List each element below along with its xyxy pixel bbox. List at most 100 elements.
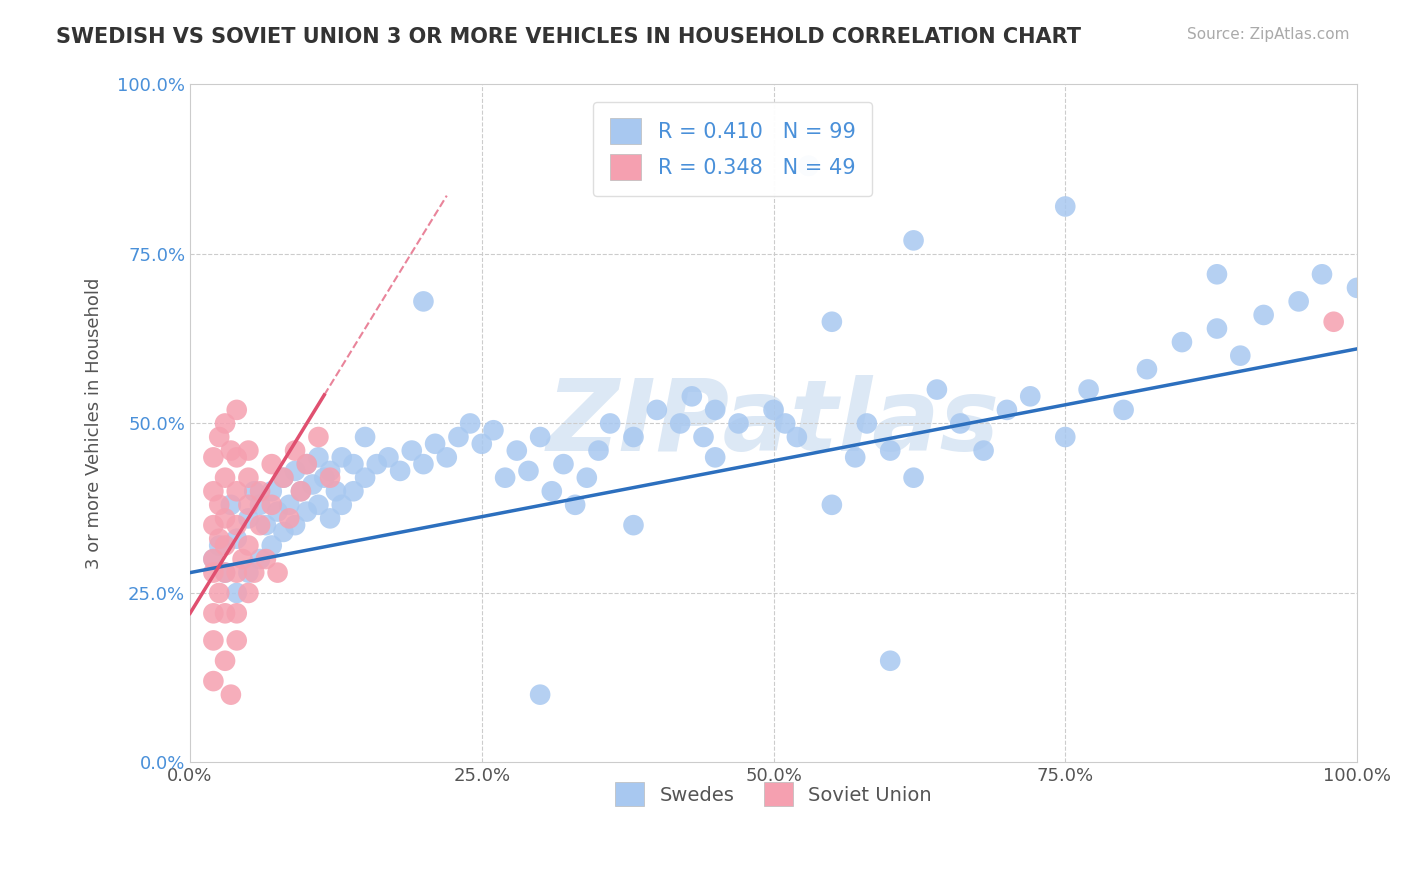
Point	[588, 443, 610, 458]
Point	[762, 403, 785, 417]
Point	[238, 566, 260, 580]
Point	[423, 437, 446, 451]
Point	[202, 566, 225, 580]
Point	[301, 477, 323, 491]
Point	[249, 484, 271, 499]
Point	[254, 518, 277, 533]
Point	[249, 518, 271, 533]
Point	[879, 654, 901, 668]
Point	[225, 532, 247, 546]
Point	[458, 417, 481, 431]
Point	[1323, 315, 1346, 329]
Point	[225, 566, 247, 580]
Point	[260, 498, 283, 512]
Point	[692, 430, 714, 444]
Point	[447, 430, 470, 444]
Legend: Swedes, Soviet Union: Swedes, Soviet Union	[607, 774, 939, 814]
Point	[214, 566, 236, 580]
Point	[208, 430, 231, 444]
Point	[786, 430, 808, 444]
Point	[202, 484, 225, 499]
Point	[273, 524, 295, 539]
Point	[214, 566, 236, 580]
Point	[389, 464, 412, 478]
Point	[412, 294, 434, 309]
Point	[821, 315, 844, 329]
Point	[295, 457, 318, 471]
Point	[821, 498, 844, 512]
Point	[238, 539, 260, 553]
Point	[517, 464, 540, 478]
Point	[856, 417, 879, 431]
Point	[266, 566, 288, 580]
Point	[284, 443, 307, 458]
Point	[278, 498, 301, 512]
Point	[529, 688, 551, 702]
Point	[1346, 281, 1368, 295]
Point	[366, 457, 388, 471]
Point	[314, 471, 336, 485]
Point	[1136, 362, 1159, 376]
Point	[238, 586, 260, 600]
Point	[436, 450, 458, 465]
Point	[903, 471, 925, 485]
Point	[401, 443, 423, 458]
Point	[202, 552, 225, 566]
Point	[599, 417, 621, 431]
Text: ZIPatlas: ZIPatlas	[547, 375, 1000, 472]
Point	[325, 484, 347, 499]
Point	[903, 233, 925, 247]
Text: SWEDISH VS SOVIET UNION 3 OR MORE VEHICLES IN HOUSEHOLD CORRELATION CHART: SWEDISH VS SOVIET UNION 3 OR MORE VEHICL…	[56, 27, 1081, 46]
Point	[278, 511, 301, 525]
Point	[214, 417, 236, 431]
Point	[319, 464, 342, 478]
Point	[1229, 349, 1251, 363]
Point	[354, 471, 377, 485]
Point	[243, 484, 266, 499]
Point	[704, 450, 727, 465]
Point	[249, 498, 271, 512]
Point	[290, 484, 312, 499]
Point	[1206, 267, 1229, 281]
Point	[645, 403, 668, 417]
Point	[553, 457, 575, 471]
Point	[208, 532, 231, 546]
Point	[319, 471, 342, 485]
Point	[238, 511, 260, 525]
Point	[225, 518, 247, 533]
Point	[623, 518, 645, 533]
Point	[254, 552, 277, 566]
Text: Source: ZipAtlas.com: Source: ZipAtlas.com	[1187, 27, 1350, 42]
Point	[202, 674, 225, 689]
Point	[506, 443, 529, 458]
Point	[342, 457, 364, 471]
Point	[232, 552, 254, 566]
Point	[208, 586, 231, 600]
Point	[1112, 403, 1135, 417]
Point	[330, 498, 353, 512]
Point	[284, 464, 307, 478]
Point	[260, 457, 283, 471]
Point	[295, 505, 318, 519]
Point	[202, 552, 225, 566]
Point	[202, 633, 225, 648]
Point	[249, 552, 271, 566]
Point	[214, 511, 236, 525]
Point	[225, 450, 247, 465]
Y-axis label: 3 or more Vehicles in Household: 3 or more Vehicles in Household	[86, 277, 103, 569]
Point	[208, 498, 231, 512]
Point	[202, 518, 225, 533]
Point	[219, 443, 242, 458]
Point	[295, 457, 318, 471]
Point	[238, 471, 260, 485]
Point	[219, 688, 242, 702]
Point	[208, 539, 231, 553]
Point	[704, 403, 727, 417]
Point	[238, 443, 260, 458]
Point	[797, 159, 820, 173]
Point	[214, 654, 236, 668]
Point	[1171, 335, 1194, 350]
Point	[540, 484, 562, 499]
Point	[377, 450, 399, 465]
Point	[1288, 294, 1310, 309]
